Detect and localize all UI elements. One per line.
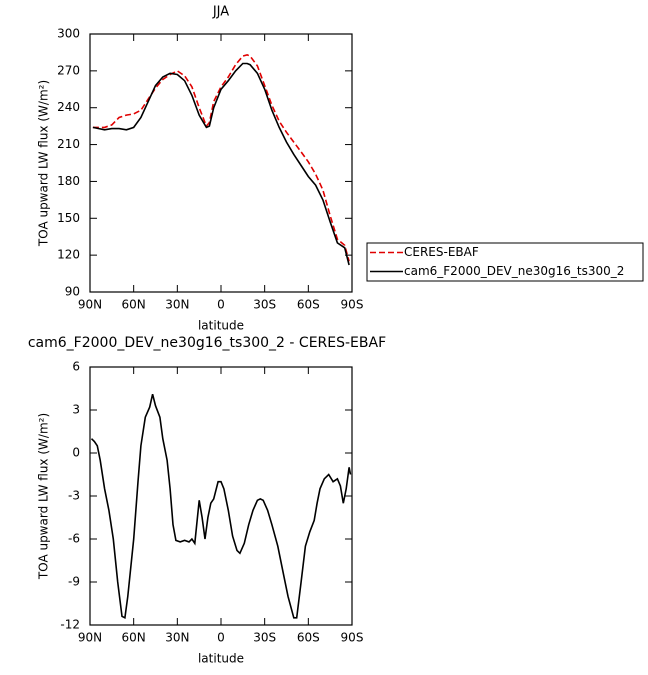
- x-tick-label: 30N: [165, 631, 189, 645]
- x-tick-label: 90S: [341, 631, 364, 645]
- x-tick-label: 60N: [122, 298, 146, 312]
- y-axis-label: TOA upward LW flux (W/m²): [37, 413, 51, 580]
- data-line: [92, 62, 350, 266]
- x-axis-label: latitude: [198, 652, 244, 666]
- legend-label: cam6_F2000_DEV_ne30g16_ts300_2: [404, 264, 624, 278]
- y-tick-label: 150: [57, 211, 80, 225]
- x-tick-label: 30S: [253, 631, 276, 645]
- plot-frame: [89, 366, 353, 626]
- x-tick-label: 60S: [297, 631, 320, 645]
- y-tick-label: 90: [65, 285, 80, 299]
- y-tick-label: 240: [57, 100, 80, 114]
- y-tick-label: 0: [72, 446, 80, 460]
- x-tick-label: 60S: [297, 298, 320, 312]
- x-tick-label: 60N: [122, 631, 146, 645]
- y-tick-label: -3: [68, 489, 80, 503]
- plot-frame: [89, 33, 353, 293]
- legend-box: [366, 242, 644, 282]
- y-tick-label: 3: [72, 403, 80, 417]
- y-tick-label: 180: [57, 174, 80, 188]
- x-tick-label: 90N: [78, 298, 102, 312]
- y-tick-label: 210: [57, 137, 80, 151]
- x-tick-label: 30S: [253, 298, 276, 312]
- x-tick-label: 30N: [165, 298, 189, 312]
- x-tick-label: 90S: [341, 298, 364, 312]
- chart-title: JJA: [212, 5, 229, 20]
- data-line: [90, 394, 352, 619]
- y-tick-label: -6: [68, 532, 80, 546]
- x-tick-label: 90N: [78, 631, 102, 645]
- x-tick-label: 0: [217, 631, 225, 645]
- y-tick-label: 270: [57, 63, 80, 77]
- y-tick-label: -9: [68, 575, 80, 589]
- y-tick-label: 6: [72, 360, 80, 374]
- data-line: [92, 54, 350, 262]
- y-tick-label: -12: [60, 618, 80, 632]
- y-tick-label: 120: [57, 248, 80, 262]
- chart-title: cam6_F2000_DEV_ne30g16_ts300_2 - CERES-E…: [28, 335, 386, 351]
- y-axis-label: TOA upward LW flux (W/m²): [37, 80, 51, 247]
- y-tick-label: 300: [57, 27, 80, 41]
- x-tick-label: 0: [217, 298, 225, 312]
- legend-label: CERES-EBAF: [404, 245, 479, 259]
- x-axis-label: latitude: [198, 319, 244, 333]
